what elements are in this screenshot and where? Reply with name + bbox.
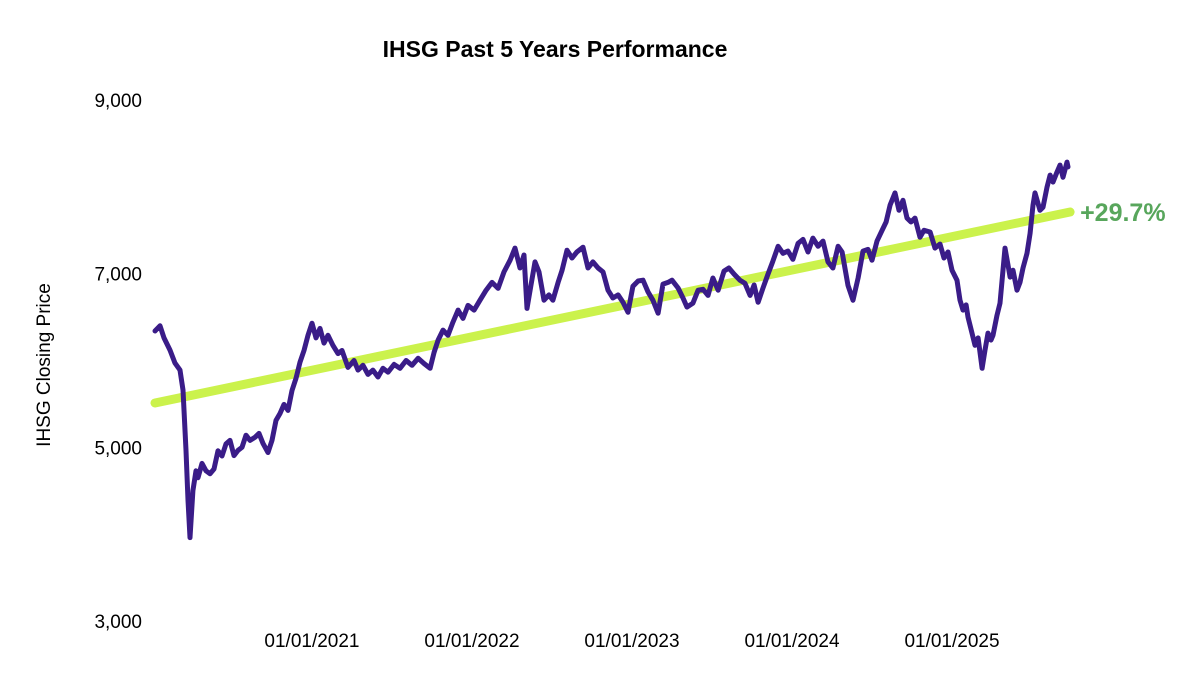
trend-annotation: +29.7% — [1080, 199, 1166, 227]
y-tick-label: 5,000 — [94, 438, 142, 459]
x-tick-label: 01/01/2022 — [424, 631, 519, 652]
x-tick-label: 01/01/2021 — [264, 631, 359, 652]
x-tick-label: 01/01/2023 — [584, 631, 679, 652]
x-axis-tick-labels: 01/01/2021 01/01/2022 01/01/2023 01/01/2024… — [264, 631, 999, 652]
y-tick-label: 9,000 — [94, 91, 142, 112]
price-line-series — [152, 159, 1071, 541]
y-axis-label: IHSG Closing Price — [34, 283, 55, 447]
x-tick-label: 01/01/2024 — [744, 631, 840, 652]
y-tick-label: 3,000 — [94, 612, 142, 633]
y-tick-label: 7,000 — [94, 265, 142, 286]
x-tick-label: 01/01/2025 — [904, 631, 999, 652]
trend-line — [150, 207, 1075, 408]
y-axis-tick-labels: 9,000 7,000 5,000 3,000 — [94, 91, 142, 633]
chart-title: IHSG Past 5 Years Performance — [383, 36, 728, 62]
